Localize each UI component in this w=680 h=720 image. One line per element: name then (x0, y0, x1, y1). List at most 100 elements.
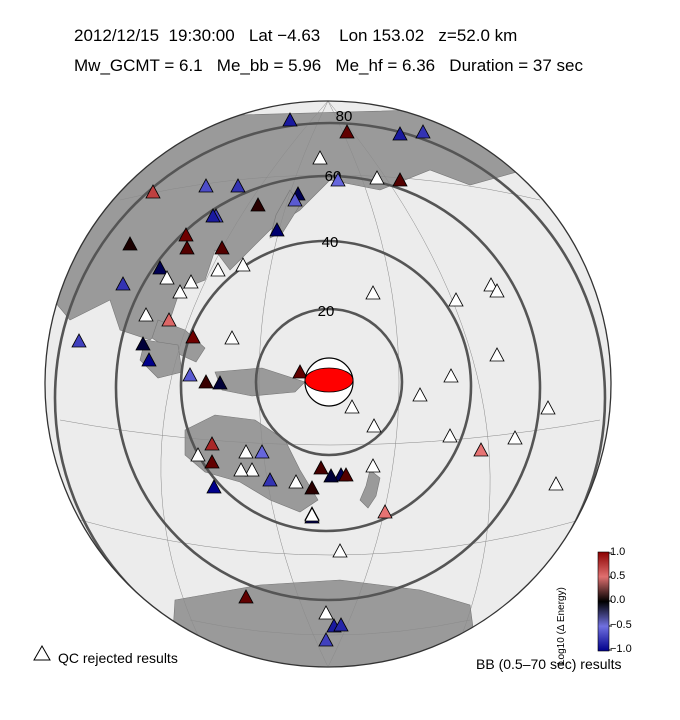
bb-results-label: BB (0.5–70 sec) results (476, 656, 622, 672)
colorbar (597, 551, 612, 652)
colorbar-tick-label: 0.0 (610, 594, 626, 606)
station-triangle[interactable] (205, 208, 221, 223)
station-triangle[interactable] (339, 124, 355, 139)
station-triangle[interactable] (250, 197, 266, 212)
station-triangle[interactable] (178, 227, 194, 242)
qc-rejected-station-triangle[interactable] (366, 418, 382, 433)
station-triangle[interactable] (292, 364, 308, 379)
distance-rings (53, 121, 607, 667)
station-markers[interactable] (71, 112, 564, 647)
event-header-line-1: 2012/12/15 19:30:00 Lat −4.63 Lon 153.02… (74, 26, 518, 45)
qc-rejected-station-triangle[interactable] (369, 170, 385, 185)
colorbar-tick-label: −1.0 (610, 643, 632, 655)
station-triangle[interactable] (323, 468, 339, 483)
graticule-line (189, 619, 471, 636)
station-triangle[interactable] (377, 504, 393, 519)
qc-rejected-station-triangle[interactable] (548, 476, 564, 491)
station-triangle[interactable] (333, 617, 349, 632)
station-triangle[interactable] (204, 436, 220, 451)
qc-rejected-station-triangle[interactable] (365, 458, 381, 473)
station-triangle[interactable] (473, 442, 489, 457)
graticule-line (79, 519, 581, 556)
station-triangle[interactable] (238, 589, 254, 604)
qc-rejected-station-triangle[interactable] (159, 270, 175, 285)
station-triangle[interactable] (182, 367, 198, 382)
station-triangle[interactable] (415, 124, 431, 139)
station-triangle[interactable] (198, 178, 214, 193)
new-zealand-island (359, 469, 381, 509)
distance-ring (114, 174, 542, 602)
qc-rejected-station-triangle[interactable] (332, 543, 348, 558)
new-guinea-island (214, 367, 306, 397)
ring-label-20: 20 (318, 303, 335, 320)
qc-rejected-station-triangle[interactable] (507, 430, 523, 445)
station-triangle[interactable] (287, 192, 303, 207)
qc-rejected-station-triangle[interactable] (288, 474, 304, 489)
qc-rejected-station-triangle[interactable] (224, 330, 240, 345)
qc-rejected-station-triangle[interactable] (365, 285, 381, 300)
qc-rejected-station-triangle[interactable] (235, 257, 251, 272)
qc-rejected-station-triangle[interactable] (540, 400, 556, 415)
antarctica-landmass (169, 579, 481, 667)
qc-rejected-station-triangle[interactable] (442, 428, 458, 443)
station-triangle[interactable] (338, 467, 354, 482)
qc-rejected-station-triangle[interactable] (412, 387, 428, 402)
station-triangle[interactable] (135, 336, 151, 351)
qc-rejected-station-triangle[interactable] (489, 283, 505, 298)
colorbar-tick-label: −0.5 (610, 619, 632, 631)
graticule-line (327, 101, 491, 641)
event-beachball[interactable] (304, 357, 354, 407)
event-header-line-2: Mw_GCMT = 6.1 Me_bb = 5.96 Me_hf = 6.36 … (74, 56, 584, 75)
station-triangle[interactable] (198, 374, 214, 389)
station-triangle[interactable] (318, 632, 334, 647)
qc-rejected-station-triangle[interactable] (489, 347, 505, 362)
station-triangle[interactable] (204, 454, 220, 469)
station-triangle[interactable] (115, 276, 131, 291)
station-triangle[interactable] (161, 312, 177, 327)
ring-label-80: 80 (336, 108, 353, 125)
station-triangle[interactable] (212, 375, 228, 390)
station-triangle[interactable] (313, 460, 329, 475)
qc-rejected-station-triangle[interactable] (172, 284, 188, 299)
station-triangle[interactable] (269, 222, 285, 237)
qc-rejected-station-triangle[interactable] (443, 368, 459, 383)
distance-ring (53, 121, 607, 667)
station-triangle[interactable] (185, 329, 201, 344)
station-triangle[interactable] (254, 444, 270, 459)
station-triangle[interactable] (392, 126, 408, 141)
globe-edge (44, 100, 612, 668)
station-triangle[interactable] (230, 178, 246, 193)
qc-rejected-station-triangle[interactable] (318, 605, 334, 620)
qc-rejected-station-triangle[interactable] (238, 444, 254, 459)
qc-rejected-station-triangle[interactable] (190, 447, 206, 462)
station-triangle[interactable] (145, 184, 161, 199)
station-triangle[interactable] (282, 112, 298, 127)
qc-rejected-station-triangle[interactable] (138, 307, 154, 322)
station-triangle[interactable] (71, 333, 87, 348)
station-triangle[interactable] (392, 172, 408, 187)
station-triangle[interactable] (330, 172, 346, 187)
qc-rejected-label: QC rejected results (58, 650, 178, 666)
qc-rejected-station-triangle[interactable] (483, 277, 499, 292)
station-triangle[interactable] (152, 260, 168, 275)
qc-rejected-station-triangle[interactable] (312, 150, 328, 165)
graticule-line (160, 101, 329, 641)
station-triangle[interactable] (262, 472, 278, 487)
colorbar-tick-label: 1.0 (610, 546, 626, 558)
station-triangle[interactable] (141, 352, 157, 367)
qc-rejected-station-triangle[interactable] (244, 462, 260, 477)
station-triangle[interactable] (214, 240, 230, 255)
qc-rejected-station-triangle[interactable] (344, 399, 360, 414)
station-triangle[interactable] (122, 236, 138, 251)
qc-rejected-station-triangle[interactable] (304, 507, 320, 522)
qc-rejected-station-triangle[interactable] (210, 262, 226, 277)
qc-rejected-station-triangle[interactable] (183, 274, 199, 289)
qc-rejected-station-triangle[interactable] (448, 292, 464, 307)
borneo-island (139, 339, 183, 379)
colorbar-tick-label: 0.5 (610, 570, 626, 582)
station-triangle[interactable] (304, 480, 320, 495)
qc-rejected-station-triangle[interactable] (233, 462, 249, 477)
station-triangle[interactable] (179, 240, 195, 255)
station-triangle[interactable] (206, 479, 222, 494)
